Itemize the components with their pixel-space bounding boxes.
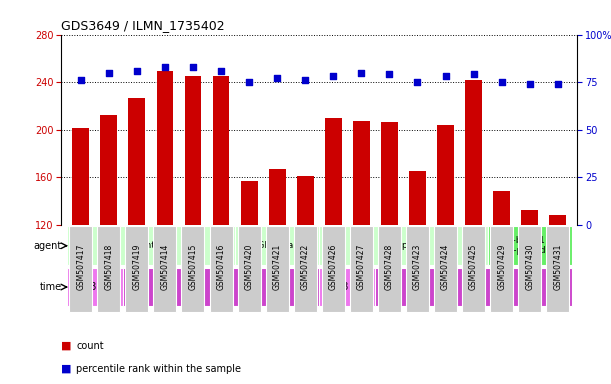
Bar [269, 169, 285, 367]
Bar [156, 71, 174, 367]
Point [76, 77, 86, 83]
FancyBboxPatch shape [125, 225, 148, 312]
Bar [549, 215, 566, 367]
FancyBboxPatch shape [375, 268, 572, 306]
Point [244, 79, 254, 85]
Text: control: control [135, 241, 167, 250]
Bar [381, 122, 398, 367]
Point [273, 75, 282, 81]
Bar [100, 115, 117, 367]
Text: GSM507417: GSM507417 [76, 244, 86, 290]
Point [328, 73, 338, 79]
Text: GSM507422: GSM507422 [301, 244, 310, 290]
Text: TGF-beta 1 and
C-peptide: TGF-beta 1 and C-peptide [495, 236, 565, 255]
Point [132, 68, 142, 74]
FancyBboxPatch shape [210, 225, 233, 312]
Bar [521, 210, 538, 367]
Text: TGF-beta 1: TGF-beta 1 [252, 241, 302, 250]
FancyBboxPatch shape [462, 225, 485, 312]
Point [525, 81, 535, 87]
Text: GSM507430: GSM507430 [525, 244, 534, 290]
Bar [128, 98, 145, 367]
FancyBboxPatch shape [67, 226, 235, 265]
Text: GSM507426: GSM507426 [329, 244, 338, 290]
FancyBboxPatch shape [69, 225, 92, 312]
FancyBboxPatch shape [235, 226, 320, 265]
Text: GSM507428: GSM507428 [385, 244, 394, 290]
Bar [465, 80, 482, 367]
Text: ■: ■ [61, 341, 71, 351]
FancyBboxPatch shape [490, 225, 513, 312]
FancyBboxPatch shape [518, 225, 541, 312]
Text: C-peptide: C-peptide [381, 241, 425, 250]
FancyBboxPatch shape [266, 225, 288, 312]
FancyBboxPatch shape [322, 225, 345, 312]
Bar [185, 76, 202, 367]
Text: GSM507425: GSM507425 [469, 244, 478, 290]
Bar [325, 118, 342, 367]
Bar [493, 191, 510, 367]
FancyBboxPatch shape [434, 225, 457, 312]
Text: GSM507414: GSM507414 [161, 244, 169, 290]
Point [160, 64, 170, 70]
Point [412, 79, 422, 85]
Text: GSM507427: GSM507427 [357, 244, 366, 290]
Text: GSM507415: GSM507415 [188, 244, 197, 290]
Point [356, 70, 366, 76]
Text: time: time [40, 282, 62, 292]
Point [553, 81, 563, 87]
Text: GSM507419: GSM507419 [133, 244, 141, 290]
Text: agent: agent [34, 241, 62, 251]
Bar [213, 76, 230, 367]
Text: GSM507416: GSM507416 [216, 244, 225, 290]
Bar [72, 128, 89, 367]
FancyBboxPatch shape [378, 225, 401, 312]
Text: GSM507431: GSM507431 [553, 244, 562, 290]
Text: 18 h: 18 h [337, 282, 358, 292]
Text: GSM507420: GSM507420 [244, 244, 254, 290]
FancyBboxPatch shape [97, 225, 120, 312]
Bar [241, 181, 257, 367]
Text: GSM507424: GSM507424 [441, 244, 450, 290]
Bar [297, 176, 313, 367]
Point [497, 79, 507, 85]
FancyBboxPatch shape [181, 225, 205, 312]
Point [384, 71, 394, 78]
Point [301, 77, 310, 83]
Text: GSM507418: GSM507418 [104, 244, 113, 290]
FancyBboxPatch shape [488, 226, 572, 265]
Bar [437, 125, 454, 367]
FancyBboxPatch shape [123, 268, 320, 306]
Point [188, 64, 198, 70]
Text: ■: ■ [61, 364, 71, 374]
Text: GDS3649 / ILMN_1735402: GDS3649 / ILMN_1735402 [61, 19, 225, 32]
FancyBboxPatch shape [67, 268, 123, 306]
Bar [353, 121, 370, 367]
Text: 18 h: 18 h [84, 282, 106, 292]
FancyBboxPatch shape [406, 225, 429, 312]
Text: GSM507423: GSM507423 [413, 244, 422, 290]
FancyBboxPatch shape [294, 225, 316, 312]
Point [104, 70, 114, 76]
Point [216, 68, 226, 74]
Bar [409, 171, 426, 367]
FancyBboxPatch shape [153, 225, 177, 312]
Point [469, 71, 478, 78]
FancyBboxPatch shape [350, 225, 373, 312]
Text: GSM507429: GSM507429 [497, 244, 506, 290]
Text: 48 h: 48 h [463, 282, 485, 292]
Text: 48 h: 48 h [210, 282, 232, 292]
FancyBboxPatch shape [320, 226, 488, 265]
FancyBboxPatch shape [546, 225, 569, 312]
Text: percentile rank within the sample: percentile rank within the sample [76, 364, 241, 374]
FancyBboxPatch shape [320, 268, 375, 306]
Text: GSM507421: GSM507421 [273, 244, 282, 290]
Point [441, 73, 450, 79]
Text: count: count [76, 341, 104, 351]
FancyBboxPatch shape [238, 225, 261, 312]
